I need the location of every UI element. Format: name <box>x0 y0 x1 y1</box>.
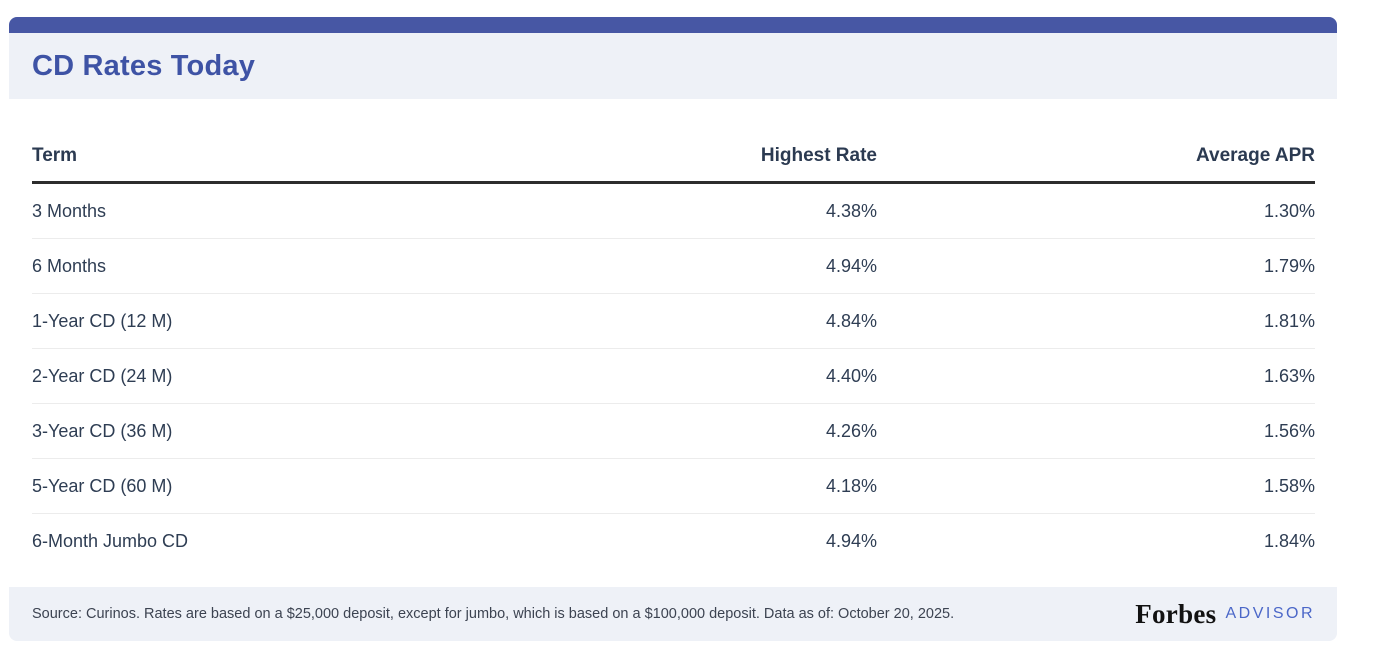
term-cell: 5-Year CD (60 M) <box>32 475 173 496</box>
footer-band: Source: Curinos. Rates are based on a $2… <box>9 587 1337 641</box>
table-header-row: Term Highest Rate Average APR <box>32 99 1315 184</box>
highest-rate-cell: 4.18% <box>825 475 877 496</box>
table-row: 2-Year CD (24 M) 4.40% 1.63% <box>32 349 1315 404</box>
table-row: 6-Month Jumbo CD 4.94% 1.84% <box>32 514 1315 569</box>
average-apr-cell: 1.58% <box>1263 475 1315 496</box>
table-row: 3-Year CD (36 M) 4.26% 1.56% <box>32 404 1315 459</box>
forbes-advisor-logo[interactable]: Forbes ADVISOR <box>1135 599 1315 630</box>
cd-rates-card: CD Rates Today Term Highest Rate Average… <box>9 17 1337 641</box>
advisor-wordmark: ADVISOR <box>1225 605 1315 622</box>
average-apr-cell: 1.56% <box>1263 420 1315 441</box>
highest-rate-cell: 4.38% <box>825 200 877 221</box>
table-row: 5-Year CD (60 M) 4.18% 1.58% <box>32 459 1315 514</box>
average-apr-cell: 1.30% <box>1263 200 1315 221</box>
term-cell: 3-Year CD (36 M) <box>32 420 173 441</box>
table-row: 1-Year CD (12 M) 4.84% 1.81% <box>32 294 1315 349</box>
table-row: 3 Months 4.38% 1.30% <box>32 184 1315 239</box>
column-header-highest-rate: Highest Rate <box>760 145 877 166</box>
highest-rate-cell: 4.94% <box>825 255 877 276</box>
term-cell: 3 Months <box>32 200 107 221</box>
highest-rate-cell: 4.26% <box>825 420 877 441</box>
column-header-average-apr: Average APR <box>1196 145 1315 166</box>
table-row: 6 Months 4.94% 1.79% <box>32 239 1315 294</box>
term-cell: 2-Year CD (24 M) <box>32 365 173 386</box>
highest-rate-cell: 4.94% <box>825 531 877 551</box>
average-apr-cell: 1.81% <box>1263 310 1315 331</box>
average-apr-cell: 1.79% <box>1263 255 1315 276</box>
term-cell: 6-Month Jumbo CD <box>32 531 189 551</box>
term-cell: 6 Months <box>32 255 107 276</box>
average-apr-cell: 1.84% <box>1263 531 1315 551</box>
highest-rate-cell: 4.40% <box>825 365 877 386</box>
term-cell: 1-Year CD (12 M) <box>32 310 173 331</box>
page-title: CD Rates Today <box>32 49 256 82</box>
title-band: CD Rates Today <box>9 33 1337 99</box>
accent-top-bar <box>9 17 1337 33</box>
highest-rate-cell: 4.84% <box>825 310 877 331</box>
source-note: Source: Curinos. Rates are based on a $2… <box>32 606 955 622</box>
forbes-wordmark: Forbes <box>1135 598 1217 629</box>
rates-table: Term Highest Rate Average APR 3 Months 4.… <box>9 99 1337 587</box>
table-body: 3 Months 4.38% 1.30% 6 Months 4.94% 1.79% 1-Ye… <box>32 184 1315 569</box>
column-header-term: Term <box>32 145 78 166</box>
average-apr-cell: 1.63% <box>1263 365 1315 386</box>
